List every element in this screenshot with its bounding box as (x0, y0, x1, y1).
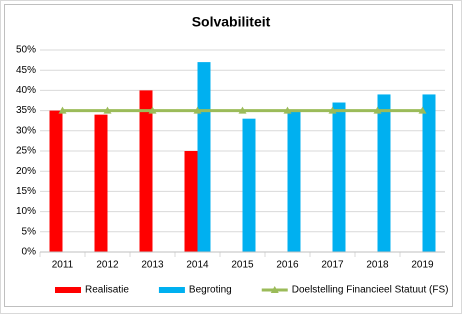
legend-label: Realisatie (85, 285, 129, 296)
line-marker (238, 106, 247, 114)
y-tick-label: 0% (22, 247, 37, 258)
bar (287, 110, 301, 252)
bar (139, 90, 153, 253)
line-marker (328, 106, 337, 114)
x-tick-label: 2014 (186, 260, 209, 271)
y-tick-label: 35% (16, 105, 36, 116)
y-tick-label: 40% (16, 85, 36, 96)
x-tick-label: 2013 (141, 260, 164, 271)
x-tick-label: 2017 (321, 260, 344, 271)
x-tick-label: 2012 (96, 260, 119, 271)
y-tick-label: 15% (16, 186, 36, 197)
line-marker (148, 106, 157, 114)
bar (332, 102, 346, 253)
x-tick-label: 2018 (366, 260, 389, 271)
bar (197, 62, 211, 253)
legend-marker (270, 286, 279, 293)
x-tick-label: 2019 (411, 260, 434, 271)
bar (94, 114, 108, 252)
bar (49, 110, 63, 252)
legend-label: Doelstelling Financieel Statuut (FS) (292, 285, 449, 296)
line-marker (418, 106, 427, 114)
line-marker (103, 106, 112, 114)
bar (422, 94, 436, 252)
legend-swatch (158, 287, 185, 293)
bar (184, 151, 198, 252)
y-tick-label: 25% (16, 146, 36, 157)
x-tick-label: 2016 (276, 260, 299, 271)
y-tick-label: 10% (16, 206, 36, 217)
y-tick-label: 5% (22, 226, 37, 237)
x-tick-label: 2011 (52, 260, 74, 271)
legend-swatch (55, 287, 81, 293)
line-marker (193, 106, 202, 114)
chart-title: Solvabiliteit (192, 14, 271, 30)
bar (242, 118, 256, 253)
y-tick-label: 45% (16, 65, 36, 76)
y-tick-label: 20% (16, 166, 36, 177)
line-marker (283, 106, 292, 114)
line-marker (373, 106, 382, 114)
y-tick-label: 50% (16, 45, 36, 56)
x-tick-label: 2015 (231, 260, 254, 271)
line-marker (58, 106, 67, 114)
legend-label: Begroting (189, 285, 232, 296)
y-tick-label: 30% (16, 125, 36, 136)
bar (377, 94, 391, 252)
